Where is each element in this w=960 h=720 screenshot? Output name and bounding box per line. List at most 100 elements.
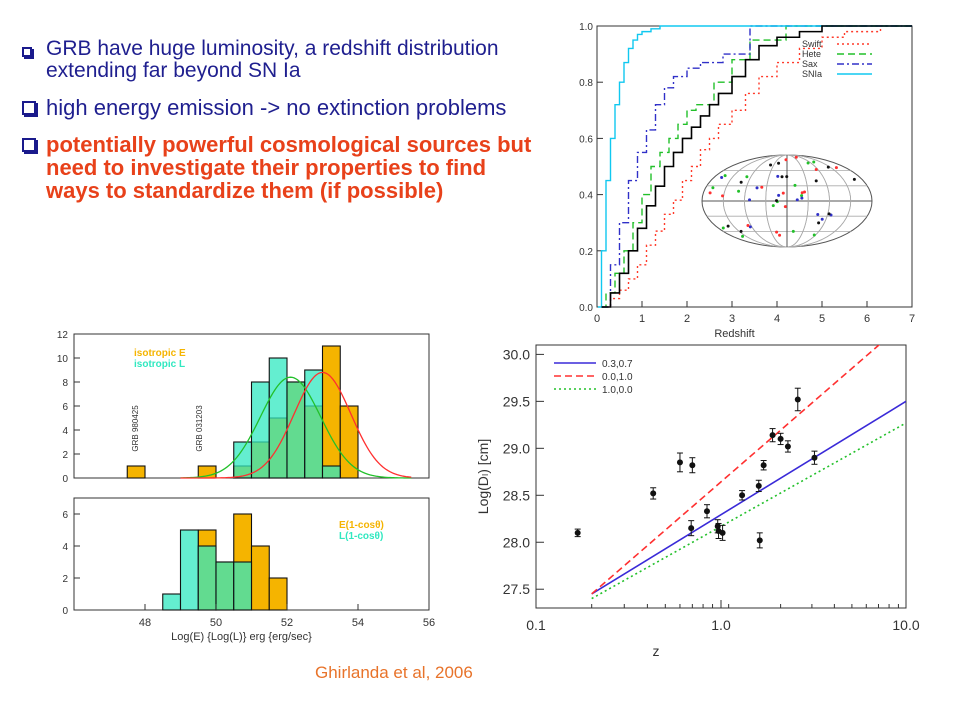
sky-map-dot xyxy=(741,234,745,238)
legend-label: SNIa xyxy=(802,69,822,79)
data-point xyxy=(777,435,784,442)
sky-map-dot xyxy=(708,191,712,195)
legend-label: Hete xyxy=(802,49,821,59)
sky-map-dot xyxy=(769,163,773,167)
y-tick-label: 29.0 xyxy=(503,440,530,456)
sky-map-dot xyxy=(814,179,818,183)
y-tick-label: 6 xyxy=(62,402,68,413)
citation: Ghirlanda et al, 2006 xyxy=(315,663,473,682)
sky-map-dot xyxy=(793,183,797,187)
sky-map-dot xyxy=(776,174,780,178)
y-tick-label: 4 xyxy=(62,542,68,553)
sky-map-dot xyxy=(827,212,831,216)
histogram-bar xyxy=(268,357,288,479)
data-point xyxy=(755,482,762,489)
square-bullet-icon xyxy=(22,47,32,57)
sky-map-dot xyxy=(817,221,821,225)
y-tick-label: 2 xyxy=(62,574,68,585)
x-axis-label: Redshift xyxy=(714,328,754,340)
y-tick-label: 29.5 xyxy=(503,393,530,409)
y-tick-label: 0.2 xyxy=(579,247,593,258)
sky-map-dot xyxy=(812,233,816,237)
gaussian-fit-l xyxy=(180,376,412,479)
legend-label: E(1-cosθ) xyxy=(339,520,384,531)
data-point xyxy=(703,508,710,515)
sky-map-inset xyxy=(701,154,873,248)
bullet-text: GRB have huge luminosity, a redshift dis… xyxy=(46,37,499,83)
series-line-unlabeled xyxy=(601,25,912,308)
x-tick-label: 56 xyxy=(423,617,435,629)
bullet-text: potentially powerful cosmological source… xyxy=(46,132,532,204)
sky-map-dot xyxy=(720,175,724,179)
histogram-bar xyxy=(339,405,359,479)
sky-map-dot xyxy=(748,225,752,229)
annotation-label: GRB 031203 xyxy=(195,405,204,452)
x-axis-label: Log(E) {Log(L)} erg {erg/sec} xyxy=(171,631,312,643)
sky-map-dot xyxy=(784,158,788,162)
legend-label: 0.0,1.0 xyxy=(602,372,633,383)
histogram-bar xyxy=(233,561,253,611)
sky-map-dot xyxy=(739,229,743,233)
sky-map-dot xyxy=(726,224,730,228)
y-tick-label: 1.0 xyxy=(579,22,593,33)
histogram-bar xyxy=(321,465,341,479)
data-point xyxy=(688,525,695,532)
annotation-label: GRB 980425 xyxy=(131,405,140,452)
legend-label: Swift xyxy=(802,39,822,49)
legend-label: 1.0,0.0 xyxy=(602,385,633,396)
sky-map-dot xyxy=(781,191,785,195)
histogram-bar xyxy=(215,561,235,611)
histogram-bar xyxy=(233,441,253,479)
data-point xyxy=(760,462,767,469)
sky-map-dot xyxy=(816,213,820,217)
data-point xyxy=(714,523,721,530)
square-bullet-icon xyxy=(22,138,36,153)
x-tick-label: 50 xyxy=(210,617,222,629)
histogram-bar xyxy=(197,545,217,611)
y-tick-label: 0.0 xyxy=(579,303,593,314)
x-tick-label: 1 xyxy=(639,313,645,325)
sky-map-dot xyxy=(746,224,750,228)
model-line xyxy=(591,345,881,595)
sky-map-dot xyxy=(739,180,743,184)
sky-map-dot xyxy=(775,199,779,203)
y-tick-label: 4 xyxy=(62,426,68,437)
legend-label: isotropic L xyxy=(134,359,185,370)
bullet-item: potentially powerful cosmological source… xyxy=(20,133,540,202)
sky-map-dot xyxy=(794,155,798,159)
x-tick-label: 48 xyxy=(139,617,151,629)
y-tick-label: 6 xyxy=(62,510,68,521)
sky-map-dot xyxy=(814,168,818,172)
sky-map-dot xyxy=(755,186,759,190)
square-bullet-icon xyxy=(22,101,36,116)
y-tick-label: 2 xyxy=(62,450,68,461)
y-tick-label: 0 xyxy=(62,606,68,617)
hubble-diagram-chart: 0.1 1.0 10.0 27.5 28.0 28.5 29.0 29.5 30.0 z Log(D… xyxy=(475,344,920,659)
sky-map-dot xyxy=(791,229,795,233)
x-tick-label: 2 xyxy=(684,313,690,325)
sky-map-dot xyxy=(775,230,779,234)
sky-map-dot xyxy=(795,198,799,202)
x-tick-label: 1.0 xyxy=(711,617,731,633)
model-line xyxy=(591,400,906,595)
data-point xyxy=(769,432,776,439)
bullet-list: GRB have huge luminosity, a redshift dis… xyxy=(20,37,540,202)
x-tick-label: 52 xyxy=(281,617,293,629)
sky-map-dot xyxy=(723,174,727,178)
sky-map-dot xyxy=(771,204,775,208)
y-tick-label: 12 xyxy=(57,330,69,341)
y-tick-label: 28.5 xyxy=(503,487,530,503)
y-tick-label: 0 xyxy=(62,474,68,485)
sky-map-dot xyxy=(852,177,856,181)
y-tick-label: 8 xyxy=(62,378,68,389)
legend-label: 0.3,0.7 xyxy=(602,359,633,370)
series-line-hete xyxy=(601,25,912,308)
y-tick-label: 28.0 xyxy=(503,534,530,550)
sky-map-dot xyxy=(800,194,804,198)
y-tick-label: 27.5 xyxy=(503,581,530,597)
sky-map-dot xyxy=(800,191,804,195)
data-point xyxy=(794,396,801,403)
sky-map-dot xyxy=(785,175,789,179)
sky-map-dot xyxy=(721,194,725,198)
